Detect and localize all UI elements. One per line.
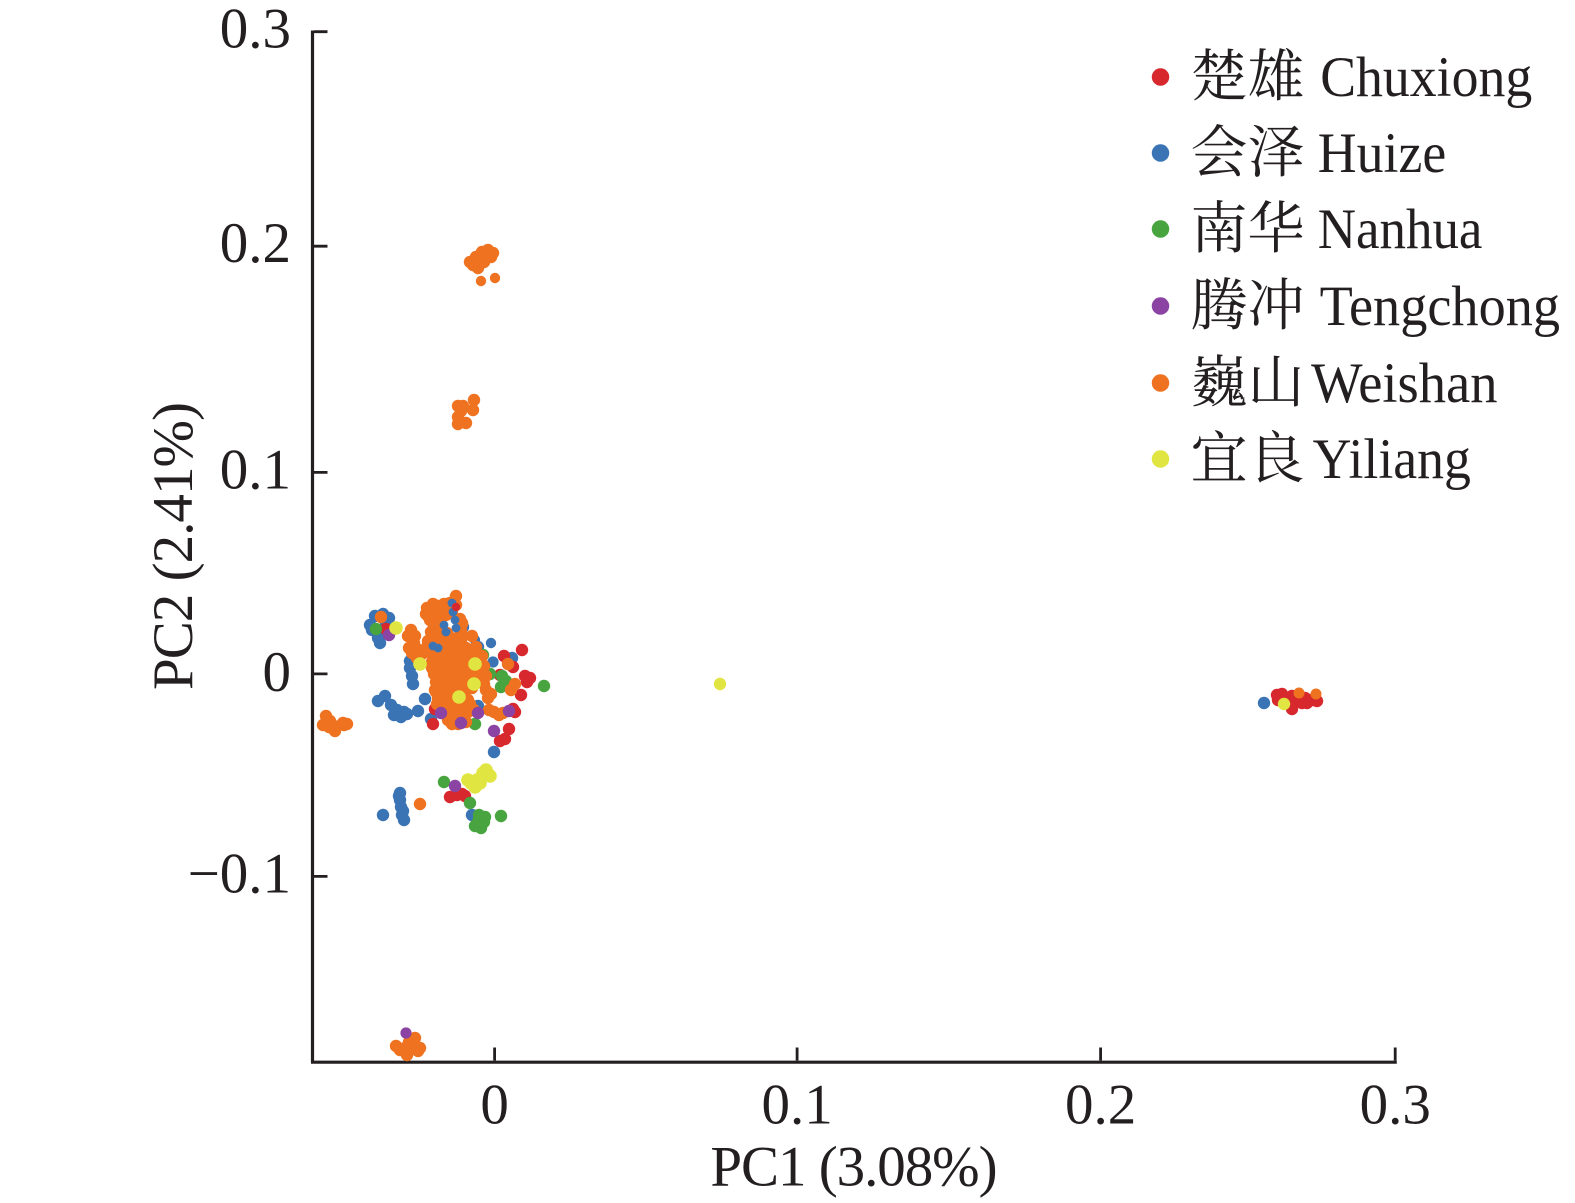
svg-text:0.2: 0.2 — [1065, 1073, 1136, 1136]
svg-text:0.1: 0.1 — [761, 1073, 832, 1136]
svg-text:0: 0 — [480, 1073, 509, 1136]
svg-text:0.2: 0.2 — [220, 212, 291, 275]
svg-text:0.1: 0.1 — [220, 438, 291, 501]
svg-text:Huize: Huize — [1318, 122, 1446, 185]
svg-text:PC1 (3.08%): PC1 (3.08%) — [710, 1135, 997, 1198]
svg-text:Weishan: Weishan — [1311, 352, 1497, 415]
svg-text:PC2 (2.41%): PC2 (2.41%) — [142, 402, 205, 690]
svg-text:Nanhua: Nanhua — [1318, 198, 1483, 261]
svg-text:Chuxiong: Chuxiong — [1320, 46, 1532, 109]
svg-text:Tengchong: Tengchong — [1320, 275, 1560, 338]
svg-text:Yiliang: Yiliang — [1313, 428, 1471, 491]
svg-text:0.3: 0.3 — [220, 0, 291, 61]
svg-text:−0.1: −0.1 — [188, 842, 291, 905]
svg-text:0: 0 — [263, 641, 292, 704]
svg-text:0.3: 0.3 — [1360, 1073, 1431, 1136]
